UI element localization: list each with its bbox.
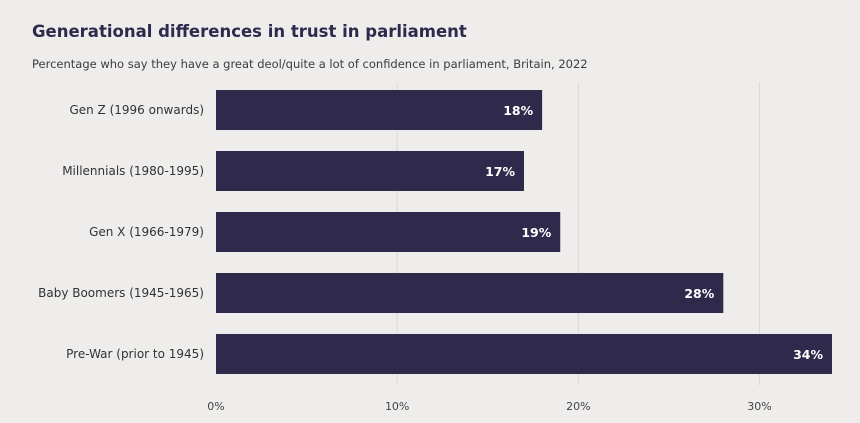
x-tick-label: 20% — [566, 400, 590, 413]
bar-value-label: 18% — [503, 103, 533, 118]
bar — [216, 90, 543, 130]
bar — [216, 334, 832, 374]
chart-subtitle: Percentage who say they have a great deo… — [32, 57, 588, 71]
category-label: Baby Boomers (1945-1965) — [38, 286, 204, 300]
x-axis-ticks: 0% 10% 20% 30% — [207, 400, 771, 413]
bars — [216, 90, 832, 374]
bar-value-label: 28% — [684, 286, 714, 301]
bar — [216, 212, 561, 252]
x-tick-label: 10% — [385, 400, 409, 413]
chart-title: Generational differences in trust in par… — [32, 22, 467, 41]
bar-value-label: 17% — [485, 164, 515, 179]
bar-value-label: 34% — [793, 347, 823, 362]
category-label: Pre-War (prior to 1945) — [66, 347, 204, 361]
bar-value-label: 19% — [521, 225, 551, 240]
category-label: Millennials (1980-1995) — [62, 164, 204, 178]
bar — [216, 273, 724, 313]
category-labels: Gen Z (1996 onwards) Millennials (1980-19… — [38, 103, 204, 361]
category-label: Gen Z (1996 onwards) — [69, 103, 204, 117]
x-tick-label: 30% — [747, 400, 771, 413]
x-tick-label: 0% — [207, 400, 224, 413]
bar — [216, 151, 524, 191]
value-labels: 18% 17% 19% 28% 34% — [485, 103, 823, 362]
category-label: Gen X (1966-1979) — [89, 225, 204, 239]
